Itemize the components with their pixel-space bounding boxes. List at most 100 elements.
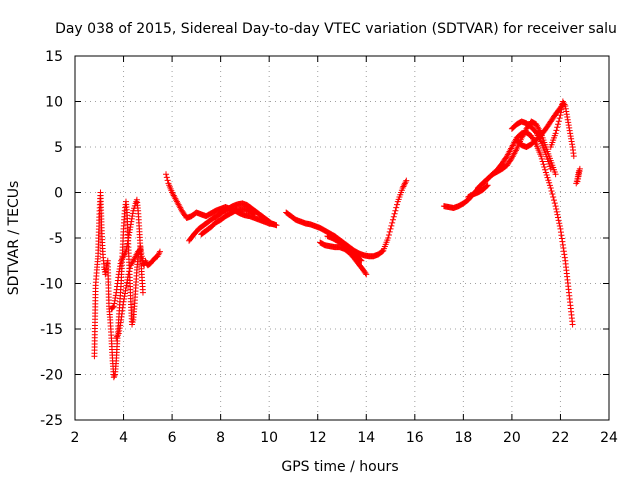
- x-tick-label: 8: [216, 430, 225, 446]
- data-point: [401, 180, 408, 187]
- data-point: [553, 208, 560, 215]
- data-point: [574, 178, 581, 185]
- y-tick-label: -5: [49, 231, 63, 247]
- x-tick-label: 18: [454, 430, 472, 446]
- data-point: [543, 172, 550, 179]
- data-point: [546, 182, 553, 189]
- data-point: [539, 158, 546, 165]
- data-point: [357, 256, 364, 263]
- data-point: [541, 164, 548, 171]
- data-point: [363, 271, 370, 278]
- data-point: [164, 177, 171, 184]
- data-point: [163, 171, 170, 178]
- data-point: [388, 222, 395, 229]
- x-axis-label: GPS time / hours: [281, 459, 398, 475]
- x-tick-label: 24: [600, 430, 618, 446]
- y-tick-label: 5: [54, 140, 63, 156]
- data-point: [556, 115, 563, 122]
- y-tick-label: 10: [45, 95, 63, 111]
- data-point: [542, 166, 549, 173]
- x-tick-label: 16: [406, 430, 424, 446]
- x-tick-label: 20: [503, 430, 521, 446]
- data-point: [550, 197, 557, 204]
- data-point: [111, 372, 118, 379]
- data-point: [390, 213, 397, 220]
- data-point: [137, 246, 144, 253]
- data-point: [556, 223, 563, 230]
- y-tick-label: -15: [40, 322, 63, 338]
- x-tick-label: 4: [119, 430, 128, 446]
- data-point: [553, 205, 560, 212]
- data-point: [554, 211, 561, 218]
- data-point: [394, 201, 401, 208]
- data-point: [538, 155, 545, 162]
- data-point: [547, 184, 554, 191]
- data-point: [163, 174, 170, 181]
- x-tick-label: 10: [260, 430, 278, 446]
- data-point: [483, 182, 490, 189]
- data-point: [552, 171, 559, 178]
- data-point: [544, 174, 551, 181]
- data-point: [552, 203, 559, 210]
- y-tick-label: 15: [45, 49, 63, 65]
- x-tick-label: 14: [357, 430, 375, 446]
- data-point: [555, 214, 562, 221]
- data-point: [575, 173, 582, 180]
- data-point: [393, 204, 400, 211]
- data-point: [127, 265, 134, 272]
- data-point: [484, 182, 491, 189]
- data-point: [391, 210, 398, 217]
- data-point: [570, 153, 577, 160]
- data-point: [403, 177, 410, 184]
- data-point: [555, 217, 562, 224]
- data-point: [250, 210, 257, 217]
- y-tick-label: -10: [40, 277, 63, 293]
- data-point: [540, 161, 547, 168]
- data-point: [251, 211, 258, 218]
- data-point: [549, 191, 556, 198]
- x-tick-label: 12: [309, 430, 327, 446]
- data-point: [399, 184, 406, 191]
- data-point: [362, 270, 369, 277]
- data-point: [358, 257, 365, 264]
- data-point: [387, 225, 394, 232]
- data-points: [91, 98, 583, 381]
- data-point: [110, 374, 117, 381]
- data-point: [156, 248, 163, 255]
- x-tick-label: 6: [168, 430, 177, 446]
- data-point: [136, 247, 143, 254]
- data-point: [559, 100, 566, 107]
- data-point: [547, 165, 554, 172]
- data-point: [552, 130, 559, 137]
- data-point: [575, 175, 582, 182]
- data-point: [542, 169, 549, 176]
- data-point: [538, 153, 545, 160]
- y-tick-label: 0: [54, 186, 63, 202]
- data-point: [550, 194, 557, 201]
- data-point: [110, 304, 117, 311]
- data-point: [556, 220, 563, 227]
- data-point: [385, 235, 392, 241]
- y-tick-label: -20: [40, 368, 63, 384]
- data-point: [548, 187, 555, 194]
- x-tick-label: 2: [71, 430, 80, 446]
- y-axis-label: SDTVAR / TECUs: [6, 181, 22, 296]
- data-point: [389, 216, 396, 223]
- data-point: [389, 219, 396, 226]
- y-tick-label: -25: [40, 413, 63, 429]
- data-point: [402, 179, 409, 186]
- data-point: [551, 200, 558, 207]
- data-point: [554, 124, 561, 131]
- x-tick-label: 22: [552, 430, 570, 446]
- data-point: [273, 222, 280, 229]
- data-point: [401, 182, 408, 189]
- data-point: [139, 289, 146, 296]
- data-point: [555, 118, 562, 125]
- data-point: [385, 231, 392, 238]
- data-point: [392, 207, 399, 214]
- chart-title: Day 038 of 2015, Sidereal Day-to-day VTE…: [55, 21, 617, 37]
- data-point: [553, 127, 560, 134]
- data-point: [545, 177, 552, 184]
